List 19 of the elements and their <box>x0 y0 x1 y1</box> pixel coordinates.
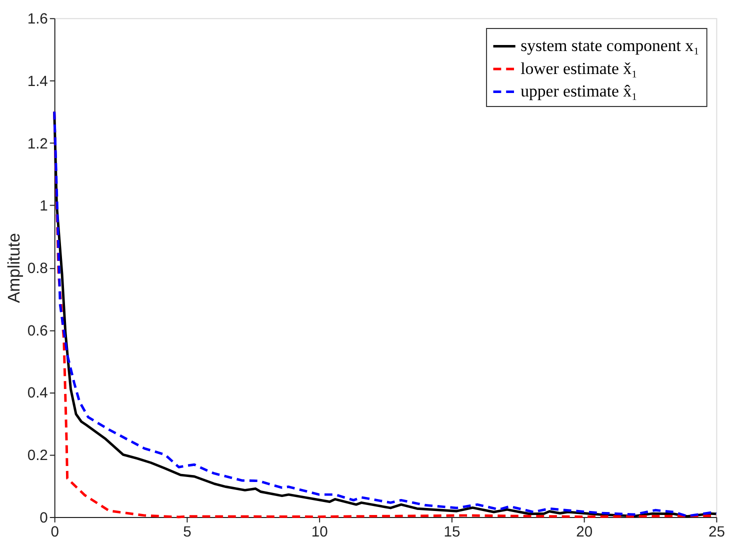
x-tick-label: 20 <box>576 524 593 540</box>
x-tick-label: 15 <box>444 524 460 540</box>
y-tick-label: 1.6 <box>27 12 48 28</box>
x-tick-label: 25 <box>708 524 725 540</box>
legend-label: lower estimate x̌₁ <box>520 58 638 78</box>
y-tick-label: 0.2 <box>27 448 48 464</box>
y-axis-title: Amplitute <box>4 233 24 304</box>
x-tick-label: 0 <box>50 524 59 540</box>
legend-label: system state component x₁ <box>520 36 700 56</box>
y-tick-label: 0.6 <box>27 323 48 340</box>
x-tick-label: 5 <box>183 524 192 540</box>
y-tick-label: 1.2 <box>27 136 48 152</box>
y-tick-label: 1 <box>40 198 48 215</box>
x-tick-label: 10 <box>311 524 328 540</box>
y-tick-label: 1.4 <box>27 74 48 90</box>
y-tick-label: 0 <box>40 510 48 526</box>
y-tick-label: 0.8 <box>27 261 48 278</box>
legend-label: upper estimate x̂₁ <box>520 82 638 101</box>
y-tick-label: 0.4 <box>27 386 48 402</box>
